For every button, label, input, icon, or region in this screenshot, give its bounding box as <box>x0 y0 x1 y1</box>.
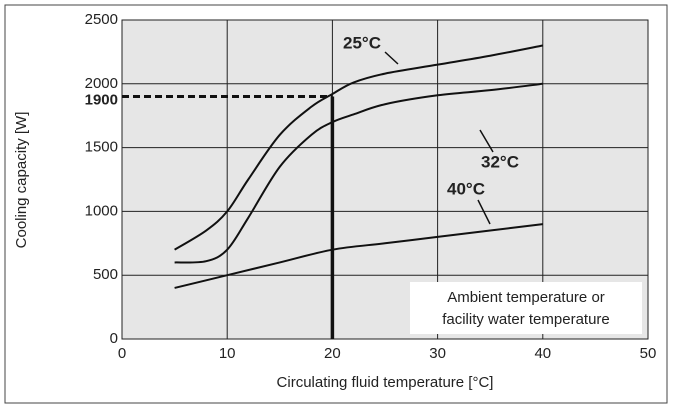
x-tick-label: 10 <box>219 345 236 362</box>
y-tick-label: 0 <box>110 330 118 347</box>
y-tick-label: 1500 <box>85 139 118 156</box>
series-line <box>174 82 543 264</box>
note-box <box>410 282 642 334</box>
x-tick-label: 30 <box>429 345 446 362</box>
x-tick-label: 20 <box>324 345 341 362</box>
y-tick-label: 2500 <box>85 11 118 28</box>
y-tick-label: 2000 <box>85 75 118 92</box>
plot-border <box>121 19 649 340</box>
x-tick-label: 50 <box>640 345 657 362</box>
series-label: 40°C <box>447 179 485 198</box>
leader <box>479 129 494 153</box>
x-tick-label: 40 <box>534 345 551 362</box>
series-label: 32°C <box>481 152 519 171</box>
series-label: 25°C <box>343 33 381 52</box>
note: facility water temperature <box>442 311 610 328</box>
y-axis-label: Cooling capacity [W] <box>13 112 30 249</box>
note: Ambient temperature or <box>447 289 605 306</box>
reference-label: 1900 <box>85 92 118 109</box>
x-axis-label: Circulating fluid temperature [°C] <box>277 374 494 391</box>
y-tick-label: 1000 <box>85 202 118 219</box>
leader <box>477 199 491 225</box>
x-tick-label: 0 <box>118 345 126 362</box>
frame <box>4 4 668 404</box>
leader <box>384 51 399 65</box>
y-tick-label: 500 <box>93 266 118 283</box>
series-line <box>174 223 543 289</box>
series-line <box>174 44 543 251</box>
